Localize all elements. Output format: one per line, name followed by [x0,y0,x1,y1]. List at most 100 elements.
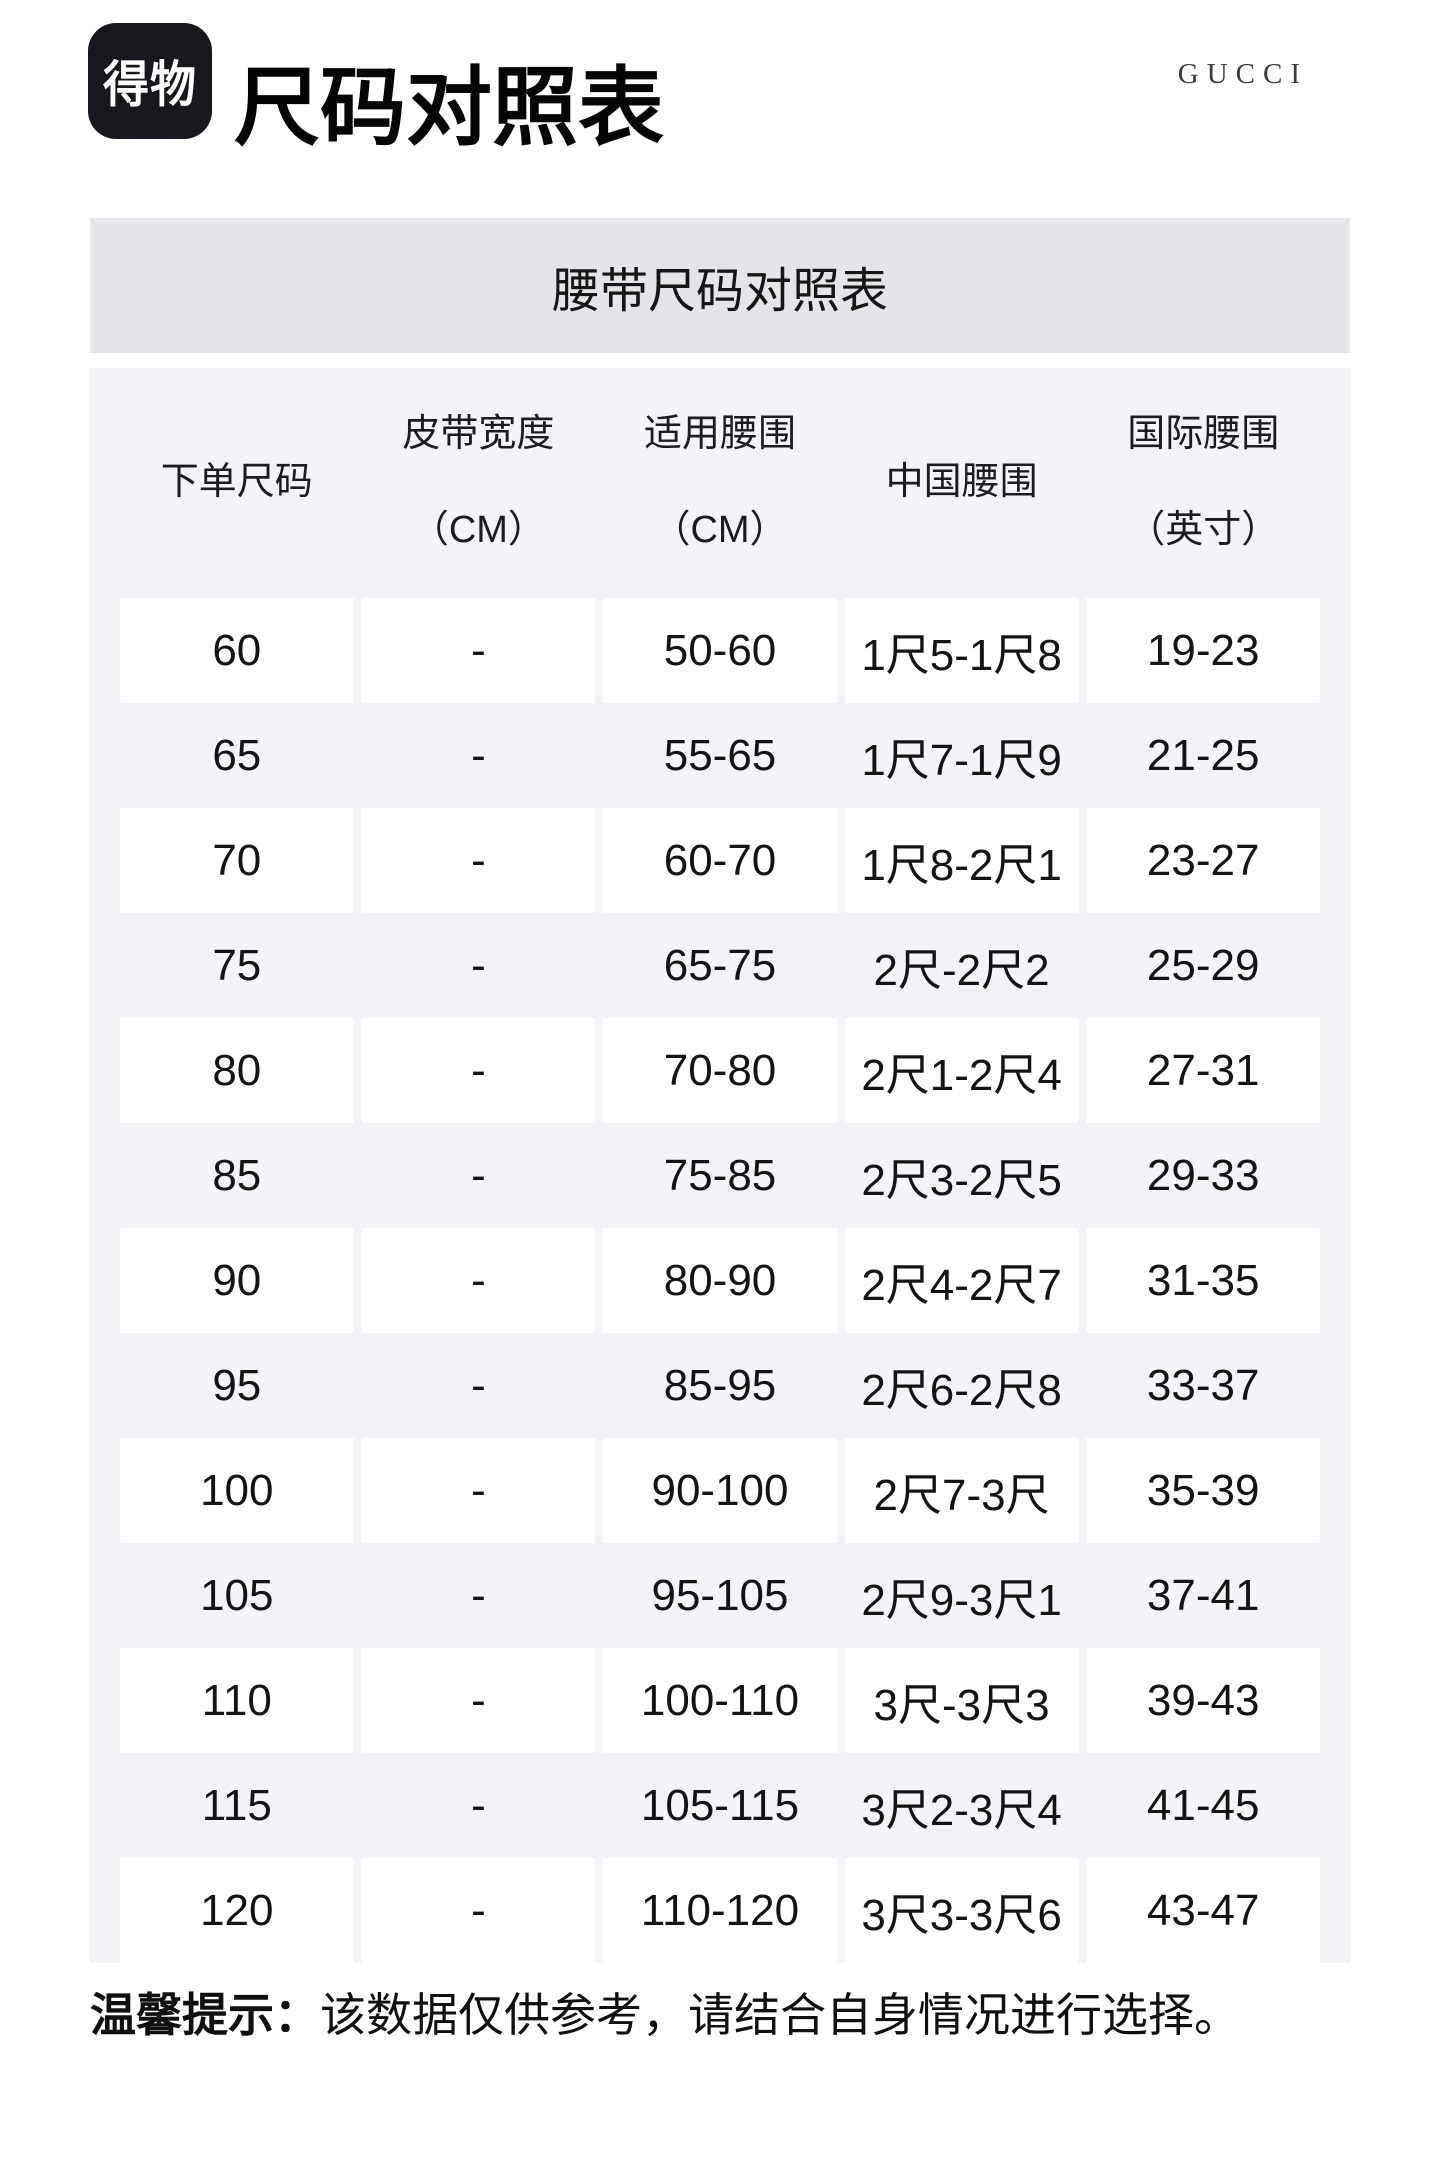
table-cell: 23-27 [1086,808,1320,913]
table-cell: - [471,1360,486,1410]
dewu-logo: 得物 [88,23,212,139]
table-title-bar: 腰带尺码对照表 [90,218,1350,353]
table-cell: 105-115 [640,1780,800,1830]
table-cell: 50-60 [603,598,837,703]
table-cell: 105 [200,1570,274,1620]
table-cell: 3尺2-3尺4 [861,1785,1062,1835]
table-cell: 43-47 [1086,1858,1320,1963]
header-label: 适用腰围 [643,413,796,456]
table-cell: - [361,598,596,703]
table-header: 下单尺码 皮带宽度 （CM） 适用腰围 （CM） 中国腰围 国际腰围 （英寸） [120,368,1320,598]
table-cell: 37-41 [1146,1570,1260,1620]
table-cell: - [361,1438,596,1543]
header-sublabel: （CM） [652,509,788,551]
table-cell: 60-70 [603,808,837,913]
table-cell: - [471,1780,486,1830]
table-cell: 110-120 [603,1858,837,1963]
table-cell: 25-29 [1146,940,1260,990]
table-row: 70-60-70 1尺8-2尺1 23-27 [120,808,1320,913]
table-cell: 70-80 [603,1018,837,1123]
tip-label: 温馨提示： [90,1989,320,2041]
header-cell-china-waist: 中国腰围 [845,368,1079,598]
table-cell: 2尺9-3尺1 [861,1575,1062,1625]
table-cell: - [471,1570,486,1620]
table-cell: 95 [212,1360,262,1410]
table-cell: 21-25 [1146,730,1260,780]
table-cell: 100 [120,1438,354,1543]
table-cell: 3尺-3尺3 [844,1648,1079,1753]
header-sublabel: （英寸） [1127,509,1280,551]
table-row: 85 - 75-85 2尺3-2尺5 29-33 [120,1123,1320,1228]
table-cell: 85 [212,1150,262,1200]
table-cell: 31-35 [1086,1228,1320,1333]
header-label: 下单尺码 [160,461,313,504]
table-cell: - [471,730,486,780]
size-table: 下单尺码 皮带宽度 （CM） 适用腰围 （CM） 中国腰围 国际腰围 （英寸） … [90,368,1350,1963]
header-cell-intl-waist: 国际腰围 （英寸） [1086,368,1320,598]
table-cell: 35-39 [1086,1438,1320,1543]
table-cell: 70 [120,808,354,913]
table-cell: 55-65 [663,730,777,780]
table-cell: 1尺7-1尺9 [861,735,1062,785]
table-cell: - [471,1150,486,1200]
table-row: 75 - 65-75 2尺-2尺2 25-29 [120,913,1320,1018]
table-cell: 39-43 [1086,1648,1320,1753]
table-cell: 41-45 [1146,1780,1260,1830]
table-title: 腰带尺码对照表 [551,264,888,318]
table-cell: 65 [212,730,262,780]
table-cell: 90 [120,1228,354,1333]
table-cell: - [361,1228,596,1333]
header-cell-order-size: 下单尺码 [120,368,354,598]
table-cell: - [361,1018,596,1123]
table-cell: 1尺8-2尺1 [844,808,1079,913]
tip-text: 该数据仅供参考，请结合自身情况进行选择。 [320,1989,1240,2041]
table-cell: 90-100 [603,1438,837,1543]
table-row: 115 - 105-115 3尺2-3尺4 41-45 [120,1753,1320,1858]
table-cell: 85-95 [663,1360,777,1410]
table-cell: 2尺6-2尺8 [861,1365,1062,1415]
table-cell: 60 [120,598,354,703]
table-cell: 80 [120,1018,354,1123]
table-cell: 19-23 [1086,598,1320,703]
header-cell-belt-width: 皮带宽度 （CM） [362,368,596,598]
table-cell: 27-31 [1086,1018,1320,1123]
table-cell: 95-105 [651,1570,789,1620]
header-sublabel: （CM） [410,509,546,551]
table-cell: 33-37 [1146,1360,1260,1410]
table-cell: - [361,1648,596,1753]
table-body: 60-50-60 1尺5-1尺8 19-23 65-55-65 1尺7-1尺9 21-25… [120,598,1320,1963]
table-cell: 2尺-2尺2 [873,945,1050,995]
table-cell: - [361,808,596,913]
table-row: 95 - 85-95 2尺6-2尺8 33-37 [120,1333,1320,1438]
table-cell: 1尺5-1尺8 [844,598,1079,703]
table-row: 105 - 95-105 2尺9-3尺1 37-41 [120,1543,1320,1648]
table-cell: 2尺1-2尺4 [844,1018,1079,1123]
gucci-wordmark: GUCCI [1177,58,1308,90]
table-cell: 2尺4-2尺7 [844,1228,1079,1333]
table-row: 80-70-80 2尺1-2尺4 27-31 [120,1018,1320,1123]
table-cell: 2尺3-2尺5 [861,1155,1062,1205]
table-cell: - [471,940,486,990]
tip: 温馨提示：该数据仅供参考，请结合自身情况进行选择。 [90,1988,1240,2042]
header-label: 国际腰围 [1127,413,1280,456]
header-cell-fit-waist: 适用腰围 （CM） [603,368,837,598]
table-cell: 110 [120,1648,354,1753]
header-label: 中国腰围 [885,461,1038,504]
table-cell: 75 [212,940,262,990]
table-cell: 29-33 [1146,1150,1260,1200]
table-cell: 75-85 [663,1150,777,1200]
table-row: 110-100-110 3尺-3尺3 39-43 [120,1648,1320,1753]
table-row: 65 - 55-65 1尺7-1尺9 21-25 [120,703,1320,808]
page-title: 尺码对照表 [234,60,664,156]
table-cell: 80-90 [603,1228,837,1333]
table-cell: 115 [201,1780,272,1830]
dewu-logo-text: 得物 [103,56,197,113]
header-label: 皮带宽度 [402,413,555,456]
table-row: 60-50-60 1尺5-1尺8 19-23 [120,598,1320,703]
table-row: 120-110-120 3尺3-3尺6 43-47 [120,1858,1320,1963]
table-cell: 65-75 [663,940,777,990]
table-cell: 100-110 [603,1648,837,1753]
table-cell: 120 [120,1858,354,1963]
table-cell: 2尺7-3尺 [844,1438,1079,1543]
table-row: 90-80-90 2尺4-2尺7 31-35 [120,1228,1320,1333]
